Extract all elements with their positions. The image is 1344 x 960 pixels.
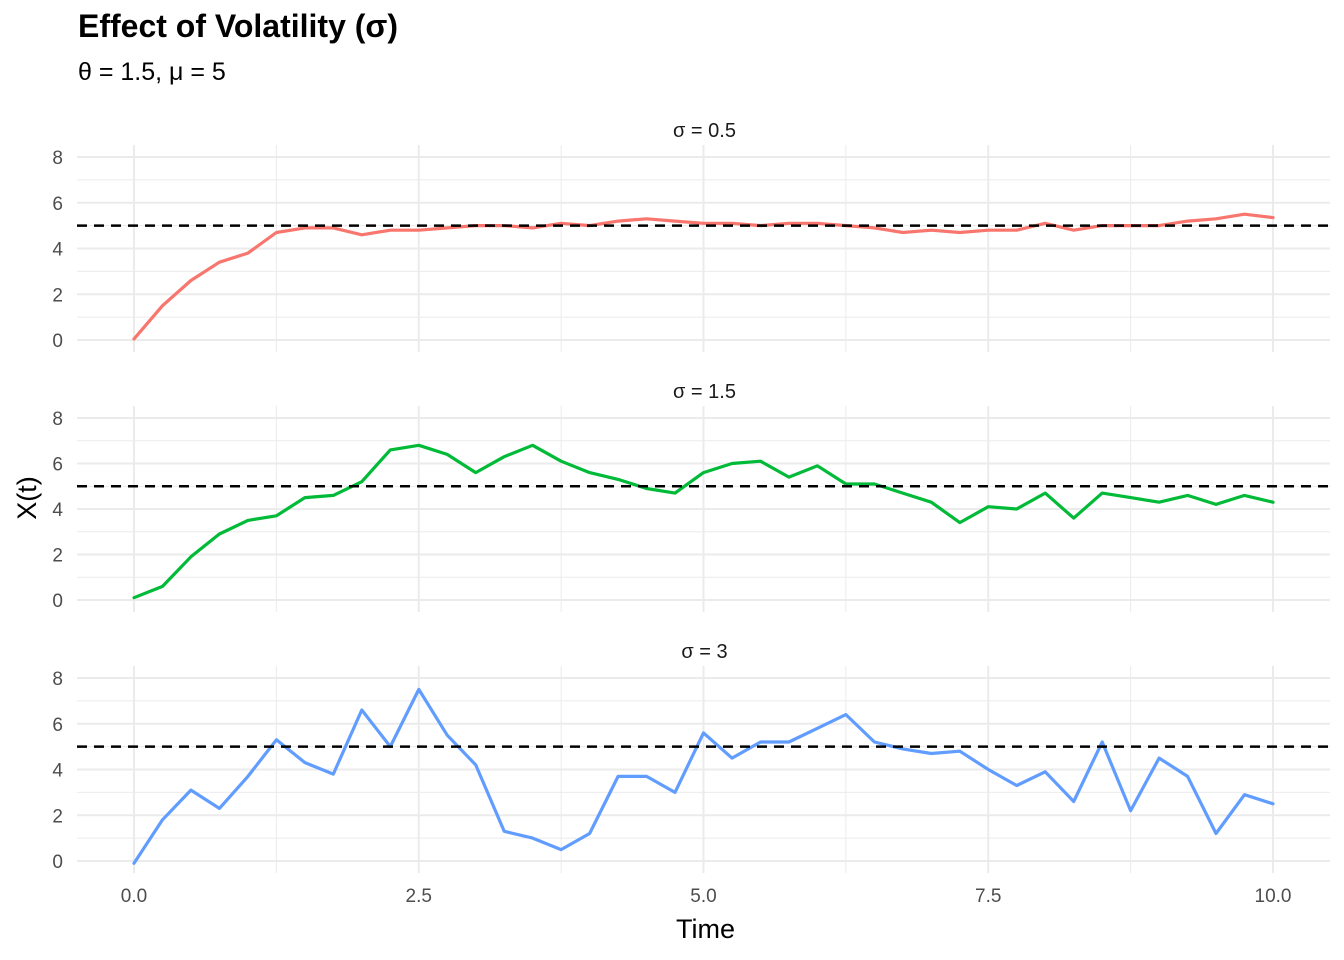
- y-tick-label: 2: [52, 285, 63, 306]
- y-tick-label: 0: [52, 331, 63, 352]
- y-tick-label: 6: [52, 715, 63, 736]
- y-tick-label: 2: [52, 546, 63, 567]
- y-tick-label: 2: [52, 806, 63, 827]
- y-tick-label: 8: [52, 409, 63, 430]
- facet-strip-label: σ = 1.5: [673, 381, 736, 403]
- chart-subtitle: θ = 1.5, μ = 5: [78, 58, 226, 86]
- x-tick-label: 10.0: [1255, 886, 1292, 907]
- y-tick-label: 6: [52, 194, 63, 215]
- facet-strip-label: σ = 0.5: [673, 120, 736, 142]
- y-tick-label: 6: [52, 455, 63, 476]
- chart-title: Effect of Volatility (σ): [78, 8, 398, 44]
- y-tick-label: 8: [52, 148, 63, 169]
- x-tick-label: 2.5: [406, 886, 432, 907]
- series-line: [132, 443, 1275, 600]
- x-axis-title: Time: [676, 914, 735, 944]
- y-tick-label: 8: [52, 669, 63, 690]
- x-tick-label: 7.5: [975, 886, 1001, 907]
- y-tick-label: 0: [52, 852, 63, 873]
- y-tick-label: 4: [52, 240, 63, 261]
- x-tick-label: 5.0: [690, 886, 716, 907]
- series-line: [132, 687, 1275, 865]
- y-axis-title: X(t): [12, 476, 42, 520]
- y-tick-label: 4: [52, 500, 63, 521]
- y-tick-label: 0: [52, 591, 63, 612]
- y-tick-label: 4: [52, 761, 63, 782]
- x-tick-label: 0.0: [121, 886, 147, 907]
- facet-strip-label: σ = 3: [681, 641, 727, 663]
- series-line: [132, 212, 1275, 341]
